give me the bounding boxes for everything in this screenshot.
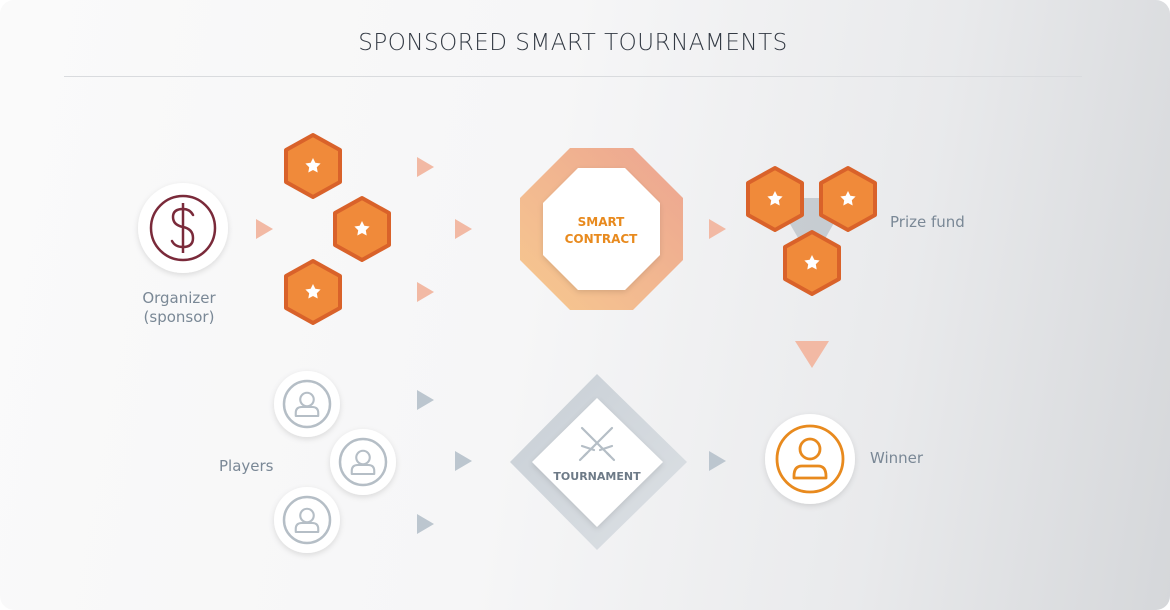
prize-token-3	[783, 230, 841, 296]
sponsor-token-2	[333, 196, 391, 262]
winner-label: Winner	[870, 449, 924, 467]
arrow-contract-to-prize	[709, 219, 726, 239]
tournament-node: TOURNAMENT	[510, 374, 687, 550]
tournament-label: TOURNAMENT	[553, 470, 641, 483]
sponsor-token-3	[284, 259, 342, 325]
organizer-label-line2: (sponsor)	[143, 308, 215, 326]
smart-contract-node: SMART CONTRACT	[520, 148, 683, 310]
arrow-prize-to-winner	[795, 341, 829, 368]
page-title: SPONSORED SMART TOURNAMENTS	[358, 30, 788, 56]
title-divider	[64, 76, 1082, 77]
organizer-node	[138, 183, 228, 273]
arrow-player-3	[417, 514, 434, 534]
user-icon	[792, 437, 828, 480]
arrow-token-2	[455, 219, 472, 239]
arrow-token-3	[417, 282, 434, 302]
player-2	[330, 429, 396, 495]
players-label: Players	[219, 457, 274, 475]
arrow-token-1	[417, 157, 434, 177]
winner-node	[765, 414, 855, 504]
arrow-player-1	[417, 390, 434, 410]
dollar-icon	[149, 194, 217, 262]
crossed-swords-icon	[578, 426, 616, 462]
player-3	[274, 487, 340, 553]
arrow-organizer-to-tokens	[256, 219, 273, 239]
smart-contract-label-line2: CONTRACT	[565, 232, 639, 246]
prize-token-2	[819, 166, 877, 232]
player-1	[274, 371, 340, 437]
organizer-label-line1: Organizer	[142, 289, 216, 307]
prize-fund-label: Prize fund	[890, 213, 965, 231]
smart-contract-label-line1: SMART	[578, 215, 626, 229]
organizer-label: Organizer (sponsor)	[133, 289, 225, 327]
arrow-player-2	[455, 451, 472, 471]
sponsor-token-1	[284, 133, 342, 199]
prize-token-1	[746, 166, 804, 232]
arrow-tournament-to-winner	[709, 451, 726, 471]
